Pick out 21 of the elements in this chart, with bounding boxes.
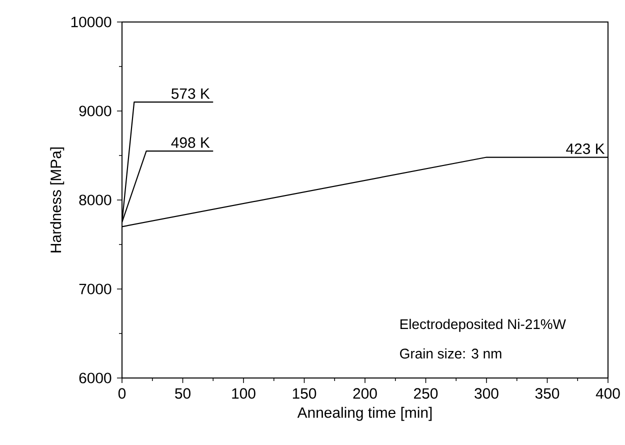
x-tick-label: 0 [118,388,126,399]
x-tick-label: 300 [474,388,498,399]
series-label: 423 K [566,143,605,154]
y-axis-title: Hardness [MPa] [50,148,64,252]
x-tick-label: 400 [596,388,620,399]
y-tick-label: 8000 [79,194,112,206]
x-tick-label: 100 [232,388,256,399]
y-tick-label: 9000 [79,106,112,116]
series-label: 573 K [171,88,210,99]
x-tick-label: 150 [292,388,316,399]
annotation: Grain size: 3 nm [400,348,502,359]
x-tick-label: 350 [535,388,560,399]
x-tick-label: 250 [414,388,438,399]
x-tick-label: 50 [175,388,190,399]
series-label: 498 K [171,137,210,148]
annotation: Electrodeposited Ni-21%W [400,318,566,332]
y-tick-label: 6000 [79,372,112,384]
y-tick-label: 7000 [79,284,112,294]
x-axis-title: Annealing time [min] [297,406,432,421]
y-tick-label: 10000 [71,16,112,28]
x-tick-label: 200 [353,388,377,399]
